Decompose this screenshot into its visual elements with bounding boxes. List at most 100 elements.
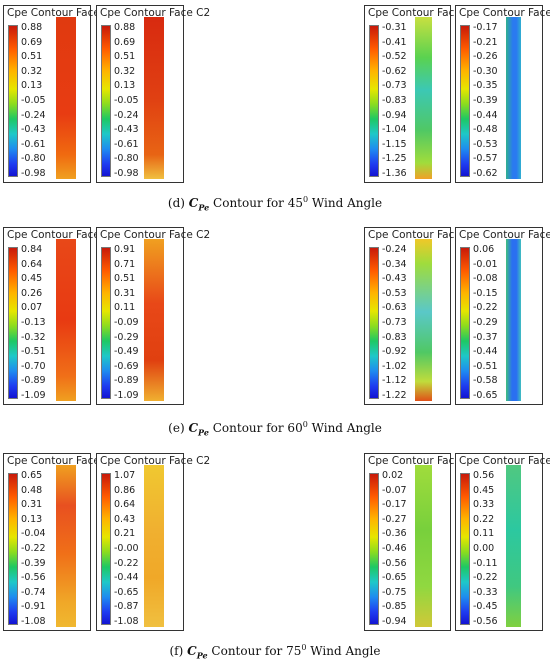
colorbar-tick-label: -0.92 — [382, 346, 407, 358]
colorbar-tick-label: -0.08 — [473, 273, 498, 285]
colorbar-tick-label: -0.44 — [114, 572, 139, 584]
colorbar-tick-label: -0.46 — [382, 543, 407, 554]
colorbar-tick-label: 0.43 — [114, 513, 136, 525]
contour-strip — [144, 239, 164, 401]
caption-symbol: C — [188, 196, 199, 210]
contour-strip — [56, 465, 76, 627]
colorbar — [101, 247, 111, 399]
colorbar-tick-label: -0.39 — [473, 95, 498, 106]
panel-title: Cpe Contour Face B2 — [368, 229, 479, 241]
colorbar — [8, 247, 18, 399]
caption-superscript: 0 — [302, 420, 308, 429]
colorbar-tick-label: -0.62 — [473, 168, 498, 179]
panel-title: Cpe Contour Face A1 — [7, 7, 117, 19]
colorbar — [101, 473, 111, 625]
colorbar-tick-label: -0.56 — [382, 557, 407, 569]
colorbar-tick-label: -0.05 — [114, 95, 139, 106]
contour-panel: Cpe Contour Face C2 1.07 0.86 0.64 0.43 0.21 -… — [96, 453, 210, 631]
colorbar — [101, 25, 111, 177]
contour-strip — [506, 239, 521, 401]
colorbar-tick-label: -0.89 — [21, 375, 46, 387]
colorbar-tick-label: -0.61 — [114, 138, 139, 150]
colorbar-tick-label: -0.41 — [382, 36, 407, 48]
colorbar-tick-label: 0.45 — [473, 484, 495, 496]
colorbar-tick-label: -1.09 — [21, 390, 46, 401]
caption-subscript: Pe — [198, 427, 209, 438]
colorbar-tick-label: -0.61 — [21, 138, 46, 150]
colorbar-tick-label: -0.31 — [382, 22, 407, 33]
colorbar-tick-label: -0.24 — [382, 244, 407, 255]
colorbar-tick-label: -0.44 — [473, 109, 498, 121]
caption-letter: (e) — [168, 421, 185, 435]
caption-end: Wind Angle — [308, 196, 383, 210]
colorbar-tick-label: -0.22 — [473, 572, 498, 584]
colorbar-tick-label: -0.70 — [21, 360, 46, 372]
colorbar-tick-label: -0.00 — [114, 543, 139, 554]
colorbar-tick-label: -0.15 — [473, 287, 498, 299]
colorbar-tick-label: 0.33 — [473, 499, 495, 511]
colorbar-tick-label: -0.48 — [473, 124, 498, 136]
colorbar — [369, 25, 379, 177]
panel-title: Cpe Contour Face C2 — [100, 455, 211, 467]
colorbar-tick-label: -1.15 — [382, 138, 407, 150]
colorbar-tick-label: -0.24 — [21, 109, 46, 121]
colorbar-tick-label: 0.71 — [114, 258, 136, 270]
colorbar-tick-label: -0.74 — [21, 586, 46, 598]
colorbar-tick-label: 0.31 — [21, 499, 43, 511]
colorbar-tick-label: -0.43 — [114, 124, 139, 136]
colorbar-tick-label: 0.64 — [114, 499, 136, 511]
colorbar-tick-label: 0.86 — [114, 484, 136, 496]
colorbar-tick-label: -0.69 — [114, 360, 139, 372]
colorbar-tick-label: -0.35 — [473, 80, 498, 92]
caption-subscript: Pe — [196, 650, 208, 661]
colorbar-tick-label: 0.13 — [114, 80, 136, 92]
contour-panel: Cpe Contour Face B2 0.02 -0.07 -0.17 -0.27 -0… — [364, 453, 478, 631]
contour-panel: Cpe Contour Face C2 0.91 0.71 0.51 0.31 0.11 -… — [96, 227, 210, 405]
colorbar-tick-label: -0.37 — [473, 331, 498, 343]
contour-strip — [144, 465, 164, 627]
colorbar-tick-label: 0.69 — [114, 36, 136, 48]
colorbar-tick-label: -0.34 — [382, 258, 407, 270]
colorbar-tick-label: 0.45 — [21, 273, 43, 285]
colorbar-tick-label: -0.75 — [382, 586, 407, 598]
colorbar-tick-label: -0.44 — [473, 346, 498, 358]
panel-title: Cpe Contour Face C1 — [459, 455, 550, 467]
caption-text: Contour for 45 — [213, 196, 303, 210]
caption-text: Contour for 75 — [211, 644, 302, 658]
caption-end: Wind Angle — [306, 644, 381, 658]
colorbar-tick-label: -0.22 — [21, 543, 46, 554]
colorbar-tick-label: -0.63 — [382, 302, 407, 314]
colorbar-tick-label: -0.83 — [382, 95, 407, 106]
colorbar-tick-label: -1.25 — [382, 153, 407, 165]
colorbar-tick-label: -0.27 — [382, 513, 407, 525]
colorbar-tick-label: -0.21 — [473, 36, 498, 48]
colorbar-tick-label: -1.08 — [21, 616, 46, 627]
colorbar-tick-label: -0.85 — [382, 601, 407, 613]
colorbar-tick-label: -0.56 — [473, 616, 498, 627]
colorbar — [369, 247, 379, 399]
colorbar-tick-label: 0.31 — [114, 287, 136, 299]
colorbar-tick-label: 0.88 — [21, 22, 43, 33]
colorbar-tick-label: -0.89 — [114, 375, 139, 387]
colorbar-tick-label: -0.51 — [21, 346, 46, 358]
colorbar-tick-label: 0.32 — [114, 65, 136, 77]
colorbar-tick-label: -0.36 — [382, 528, 407, 540]
colorbar-tick-label: -0.13 — [21, 317, 46, 328]
contour-strip — [56, 17, 76, 179]
contour-panel: Cpe Contour Face C1 0.56 0.45 0.33 0.22 0.11 0… — [455, 453, 550, 631]
caption-superscript: 0 — [301, 643, 307, 652]
panel-title: Cpe Contour Face C2 — [100, 229, 211, 241]
colorbar-tick-label: -1.09 — [114, 390, 139, 401]
colorbar-tick-label: -0.65 — [114, 586, 139, 598]
contour-strip — [144, 17, 164, 179]
caption-superscript: 0 — [303, 195, 309, 204]
colorbar-tick-label: -0.49 — [114, 346, 139, 358]
colorbar-tick-label: -0.29 — [114, 331, 139, 343]
contour-panel: Cpe Contour Face A1 0.88 0.69 0.51 0.32 0.13 -… — [3, 5, 117, 183]
colorbar-tick-label: -0.73 — [382, 80, 407, 92]
colorbar-tick-label: -1.22 — [382, 390, 407, 401]
colorbar — [460, 247, 470, 399]
colorbar-tick-label: -0.98 — [21, 168, 46, 179]
caption-text: Contour for 60 — [212, 421, 303, 435]
contour-strip — [415, 239, 432, 401]
